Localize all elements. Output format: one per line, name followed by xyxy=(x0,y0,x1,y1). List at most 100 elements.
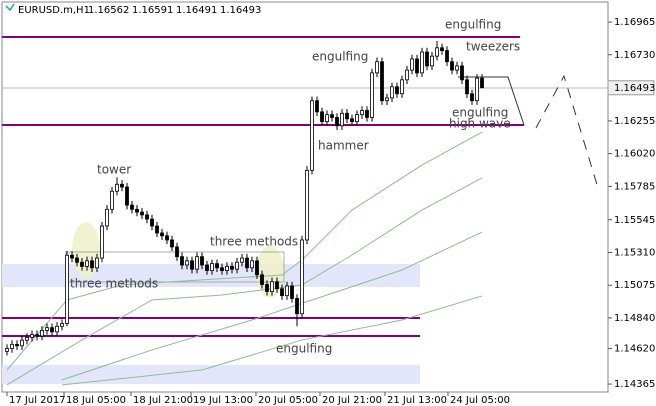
candle-body xyxy=(460,65,464,81)
candle-body xyxy=(180,256,184,266)
moving-average xyxy=(6,131,483,371)
candle-body xyxy=(385,97,389,102)
candle-body xyxy=(105,208,109,227)
candle-body xyxy=(320,111,324,123)
candle-body xyxy=(100,225,104,259)
candle-body xyxy=(125,186,129,206)
annotation: engulfing xyxy=(312,50,368,64)
candle-body xyxy=(185,260,189,266)
annotation: engulfing xyxy=(445,18,501,32)
candle-body xyxy=(260,274,264,285)
candle-body xyxy=(480,77,484,89)
candle-body xyxy=(200,256,204,266)
candle-body xyxy=(145,214,149,220)
symbol: EURUSD.m,H1 xyxy=(18,5,90,16)
candle-body xyxy=(15,343,19,347)
candle-body xyxy=(330,114,334,118)
candle-body xyxy=(435,47,439,57)
candle-body xyxy=(65,254,69,324)
x-tick-label: 20 Jul 05:00 xyxy=(258,395,318,406)
candle-body xyxy=(440,47,444,51)
candle-body xyxy=(280,288,284,297)
candle-body xyxy=(80,261,84,267)
price-label: 1.16493 xyxy=(614,83,655,94)
candle-body xyxy=(85,260,89,267)
candle-body xyxy=(295,298,299,315)
annotation: tweezers xyxy=(466,40,520,54)
annotation: high wave xyxy=(449,117,511,131)
highlight xyxy=(72,222,100,278)
moving-average xyxy=(61,295,483,386)
candle-body xyxy=(405,69,409,81)
candle-body xyxy=(305,169,309,241)
moving-average xyxy=(6,177,483,386)
candle-body xyxy=(110,190,114,210)
y-tick-label: 1.16730 xyxy=(614,50,655,61)
candle-body xyxy=(150,218,154,227)
candle-body xyxy=(25,337,29,341)
candle-body xyxy=(350,118,354,123)
projection xyxy=(535,74,599,189)
y-tick-label: 1.16020 xyxy=(614,149,655,160)
candle-body xyxy=(5,348,9,352)
candle-body xyxy=(195,256,199,270)
candle-body xyxy=(160,232,164,237)
y-tick-label: 1.16965 xyxy=(614,17,655,28)
candle-body xyxy=(465,79,469,95)
candle-body xyxy=(130,204,134,210)
candle-body xyxy=(340,112,344,127)
candle-body xyxy=(290,285,294,299)
y-tick-label: 1.15545 xyxy=(614,215,655,226)
y-tick-label: 1.16255 xyxy=(614,116,655,127)
moving-average xyxy=(61,231,483,381)
candle-body xyxy=(40,330,44,337)
plot-frame xyxy=(1,1,609,393)
candle-body xyxy=(50,327,54,333)
candle-body xyxy=(265,284,269,292)
plot xyxy=(5,40,484,386)
candle-body xyxy=(380,61,384,102)
x-tick-label: 18 Jul 05:00 xyxy=(66,395,126,406)
candle-body xyxy=(250,260,254,269)
candle-body xyxy=(10,343,14,349)
x-tick-label: 18 Jul 21:00 xyxy=(133,395,193,406)
quote-high: 1.16591 xyxy=(132,5,173,16)
candle-body xyxy=(430,55,434,67)
candle-body xyxy=(20,339,24,347)
y-tick-label: 1.15075 xyxy=(614,280,655,291)
candle-body xyxy=(75,257,79,263)
candle-body xyxy=(325,114,329,123)
candle-body xyxy=(165,235,169,241)
quote-low: 1.16491 xyxy=(176,5,217,16)
candle-body xyxy=(410,58,414,71)
candle-body xyxy=(355,114,359,123)
y-tick-label: 1.14620 xyxy=(614,344,655,355)
candle-body xyxy=(95,257,99,269)
candle-body xyxy=(395,86,399,95)
y-tick-label: 1.14840 xyxy=(614,313,655,324)
icon xyxy=(5,3,15,12)
candle-body xyxy=(445,50,449,63)
header: EURUSD.m,H1 1.16562 1.16591 1.16491 1.16… xyxy=(5,3,261,16)
candle-body xyxy=(230,266,234,270)
candle-body xyxy=(475,77,479,102)
candle-body xyxy=(170,239,174,248)
candle-body xyxy=(240,257,244,263)
candle-body xyxy=(60,323,64,327)
candle-body xyxy=(220,267,224,271)
quote-open: 1.16562 xyxy=(88,5,129,16)
candle-body xyxy=(70,254,74,259)
annotation: three methods xyxy=(210,235,298,249)
x-tick-label: 21 Jul 13:00 xyxy=(387,395,447,406)
candle-body xyxy=(120,183,124,188)
x-tick-label: 17 Jul 2017 xyxy=(9,395,66,406)
x-tick-label: 19 Jul 13:00 xyxy=(193,395,253,406)
candle-body xyxy=(245,257,249,269)
candle-body xyxy=(345,112,349,120)
candle-body xyxy=(375,61,379,74)
x-tick-label: 24 Jul 05:00 xyxy=(450,395,510,406)
candle-body xyxy=(390,86,394,99)
candle-body xyxy=(470,93,474,102)
